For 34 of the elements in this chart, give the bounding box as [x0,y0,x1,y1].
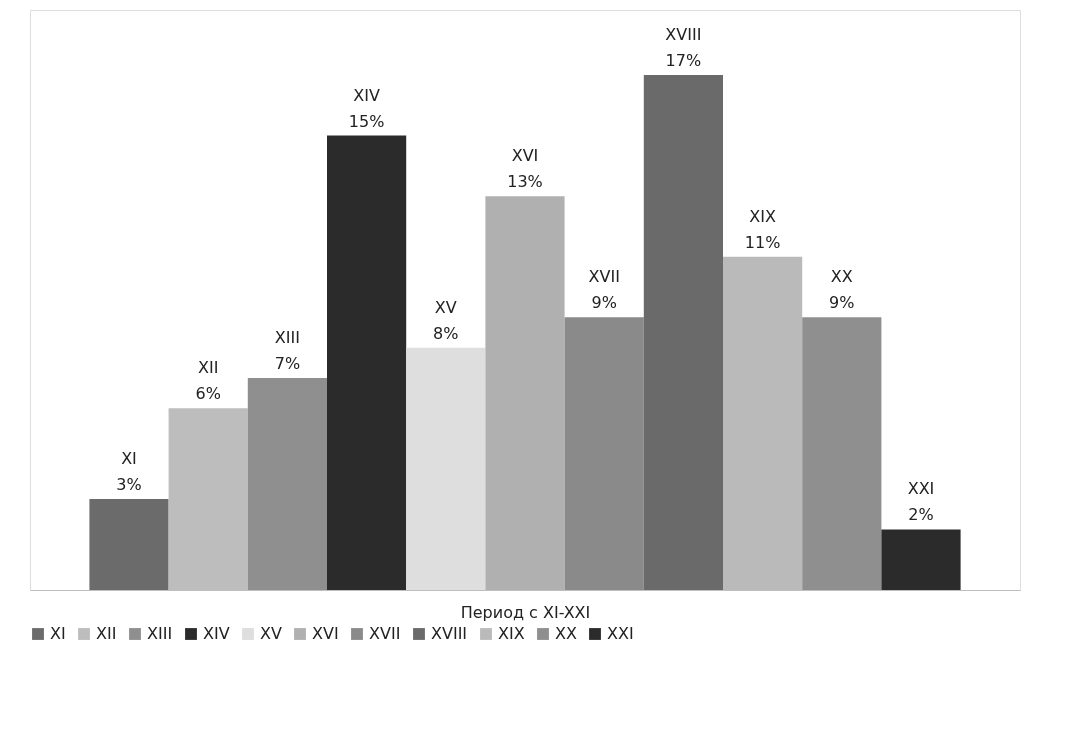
data-label: 9% [591,293,617,313]
text: XVIII [665,25,702,44]
legend-label: XIII [147,624,173,643]
text: XIX [749,206,776,226]
text: XVII [588,267,620,287]
text: XV [434,297,457,317]
legend-label: XII [96,624,117,643]
legend-label: XVIII [431,624,468,643]
data-label: 13% [507,172,543,192]
legend-label: XVII [369,624,401,643]
text: XVI [511,146,539,166]
data-label: 6% [195,384,221,404]
legend-label: XVI [312,624,339,643]
legend-label: XV [260,624,282,643]
text: XIII [274,327,300,347]
data-label: 11% [744,232,781,252]
legend-label: XIV [203,624,230,643]
data-label: 9% [829,293,855,313]
text: XIV [353,85,380,105]
legend-label: XIX [498,624,525,643]
legend-label: XI [50,624,66,643]
data-label: 8% [433,323,459,343]
x-axis-title: Период с XI-XXI [460,602,591,622]
text: XX [830,267,853,287]
text: XII [198,358,219,378]
text: XXI [907,479,935,499]
data-label: 7% [274,353,301,373]
data-label: 17% [665,51,702,70]
data-label: 15% [348,111,385,131]
data-label: 3% [116,475,142,495]
text: XI [121,449,137,469]
data-label: 2% [908,505,934,525]
legend-label: XX [555,624,577,643]
legend-label: XXI [607,624,634,643]
